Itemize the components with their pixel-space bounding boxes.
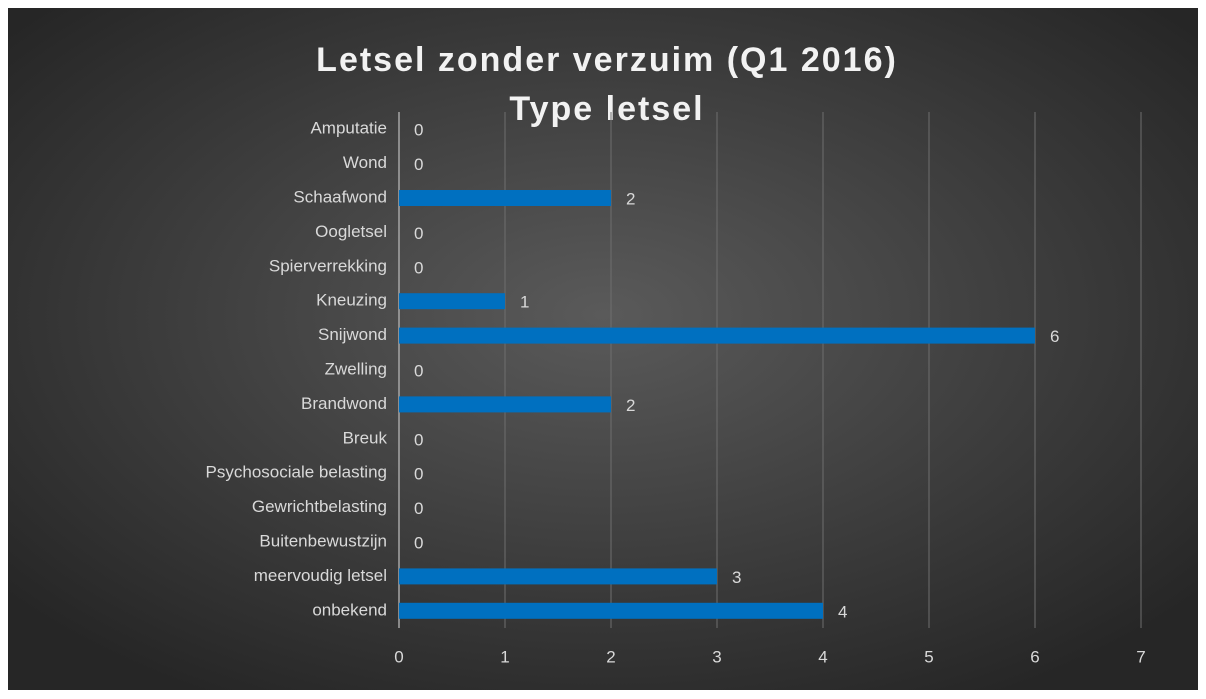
x-tick-label: 3	[712, 647, 721, 666]
y-tick-label: Oogletsel	[315, 222, 387, 241]
data-label: 2	[626, 396, 635, 415]
x-tick-label: 0	[394, 647, 403, 666]
bar	[399, 293, 505, 310]
y-tick-label: onbekend	[312, 600, 387, 619]
y-tick-label: Wond	[343, 153, 387, 172]
x-tick-label: 5	[924, 647, 933, 666]
y-tick-label: Brandwond	[301, 394, 387, 413]
data-label: 2	[626, 189, 635, 208]
y-tick-label: Schaafwond	[293, 187, 387, 206]
y-tick-label: Gewrichtbelasting	[252, 497, 387, 516]
y-tick-label: Breuk	[343, 428, 388, 447]
data-label: 0	[414, 430, 423, 449]
data-label: 0	[414, 121, 423, 140]
y-tick-label: Zwelling	[325, 359, 387, 378]
x-tick-label: 6	[1030, 647, 1039, 666]
bar	[399, 396, 611, 413]
data-label: 3	[732, 568, 741, 587]
chart-title: Letsel zonder verzuim (Q1 2016)	[316, 41, 898, 79]
x-tick-label: 1	[500, 647, 509, 666]
data-label: 0	[414, 155, 423, 174]
y-tick-label: Spierverrekking	[269, 256, 387, 275]
chart-subtitle: Type letsel	[509, 90, 704, 128]
data-label: 0	[414, 465, 423, 484]
data-label: 4	[838, 602, 847, 621]
data-label: 0	[414, 499, 423, 518]
data-label: 0	[414, 533, 423, 552]
y-tick-label: meervoudig letsel	[254, 566, 387, 585]
y-tick-label: Amputatie	[310, 119, 387, 138]
bar	[399, 327, 1035, 344]
y-tick-label: Kneuzing	[316, 291, 387, 310]
data-label: 1	[520, 293, 529, 312]
data-label: 6	[1050, 327, 1059, 346]
x-tick-label: 2	[606, 647, 615, 666]
y-tick-label: Snijwond	[318, 325, 387, 344]
data-label: 0	[414, 224, 423, 243]
bar	[399, 568, 717, 585]
x-tick-label: 4	[818, 647, 827, 666]
data-label: 0	[414, 258, 423, 277]
bar	[399, 602, 823, 619]
y-tick-label: Psychosociale belasting	[206, 463, 387, 482]
y-tick-label: Buitenbewustzijn	[259, 531, 387, 550]
bar	[399, 190, 611, 206]
x-tick-label: 7	[1136, 647, 1145, 666]
data-label: 0	[414, 361, 423, 380]
